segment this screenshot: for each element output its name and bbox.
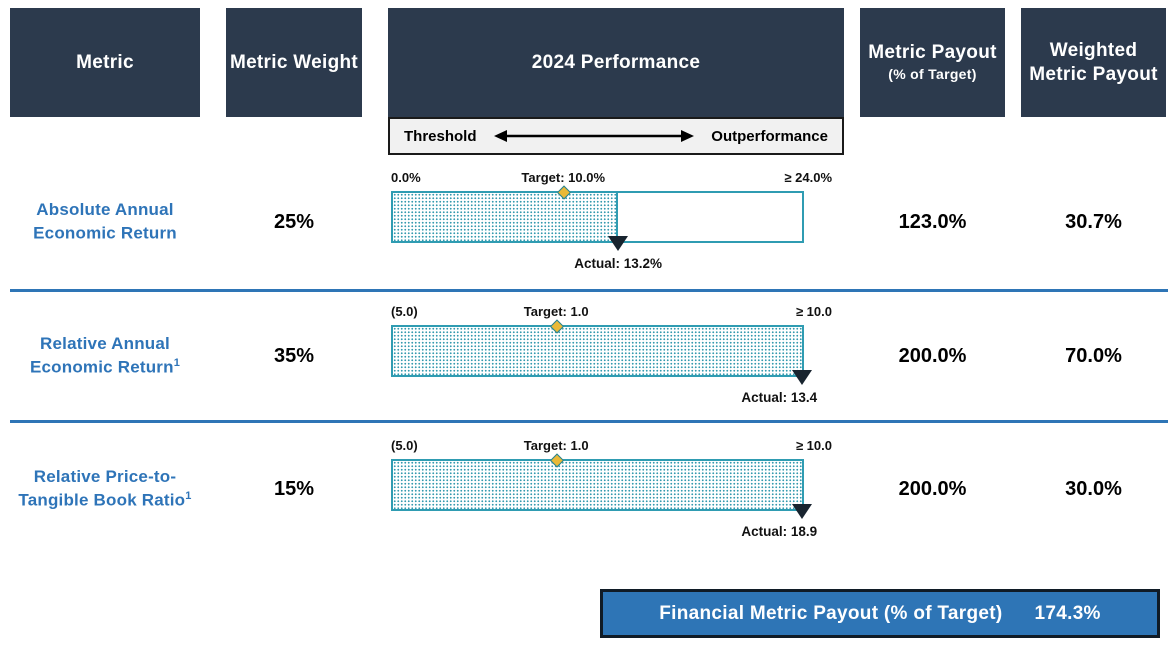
performance-gauge: (5.0) Target: 1.0 ≥ 10.0 Actual: 13.4 [391,304,832,408]
actual-label: Actual: 13.2% [574,256,663,271]
metric-name-text: Absolute Annual Economic Return [33,199,177,243]
gauge-bar [391,452,812,519]
header-performance: 2024 Performance [388,8,844,117]
gauge-fill [393,327,802,375]
header-metric-payout-sublabel: (% of Target) [888,66,977,83]
header-metric-payout: Metric Payout (% of Target) [860,8,1005,117]
metric-payout-value: 200.0% [898,478,967,500]
header-metric: Metric [10,8,200,117]
header-weighted-payout-label: Weighted Metric Payout [1029,39,1158,85]
target-label: Target: 1.0 [523,304,589,319]
metric-payout-value: 200.0% [898,344,967,367]
gauge-min-label: 0.0% [391,170,421,185]
weighted-payout-value: 30.7% [1065,210,1122,233]
gauge-bar [391,319,812,385]
metric-name: Absolute Annual Economic Return [10,199,200,246]
gauge-bar [391,185,804,251]
header-weighted-payout: Weighted Metric Payout [1021,8,1166,117]
metric-row-absolute-annual-economic-return: Absolute Annual Economic Return 25% 0.0%… [10,155,1168,289]
header-metric-payout-label: Metric Payout [868,42,997,64]
actual-label: Actual: 13.4 [741,390,818,405]
metric-weight-value: 35% [273,344,315,367]
target-label: Target: 1.0 [523,437,589,453]
footnote-superscript: 1 [173,356,181,369]
actual-label: Actual: 18.9 [741,523,818,539]
header-performance-group: 2024 Performance Threshold Outperformanc… [388,8,844,155]
threshold-label: Threshold [404,127,477,145]
double-arrow-icon [493,130,694,142]
header-performance-label: 2024 Performance [531,51,701,73]
gauge-bottom-labels: Actual: 18.9 [391,524,817,542]
metric-weight-value: 25% [273,210,315,233]
metric-row-relative-price-to-tangible-book-ratio: Relative Price-to-Tangible Book Ratio1 1… [10,420,1168,556]
performance-gauge: (5.0) Target: 1.0 ≥ 10.0 Actual: 18.9 [391,437,832,542]
gauge-min-label: (5.0) [391,304,418,319]
gauge-fill [393,460,802,509]
metric-name: Relative Annual Economic Return1 [10,333,200,380]
actual-arrow-icon [792,503,812,519]
metric-name-cell: Relative Price-to-Tangible Book Ratio1 [10,466,200,513]
metric-name-cell: Relative Annual Economic Return1 [10,333,200,380]
performance-bar-cell: 0.0% Target: 10.0% ≥ 24.0% Actual: 13.2% [388,170,844,274]
financial-metric-payout-summary: Financial Metric Payout (% of Target) 17… [600,589,1160,638]
footnote-superscript: 1 [185,490,192,503]
gauge-max-label: ≥ 24.0% [784,170,832,185]
threshold-outperformance-strip: Threshold Outperformance [388,117,844,155]
gauge-bottom-labels: Actual: 13.4 [391,390,817,408]
target-label: Target: 10.0% [521,170,606,185]
performance-bar-cell: (5.0) Target: 1.0 ≥ 10.0 Actual: 13.4 [388,304,844,408]
header-metric-weight-label: Metric Weight [229,51,359,73]
header-metric-weight: Metric Weight [226,8,362,117]
gauge-max-label: ≥ 10.0 [795,437,832,453]
table-header: Metric Metric Weight 2024 Performance Th… [10,8,1173,155]
gauge-top-labels: (5.0) Target: 1.0 ≥ 10.0 [391,437,832,455]
metric-name-cell: Absolute Annual Economic Return [10,199,200,246]
metric-row-relative-annual-economic-return: Relative Annual Economic Return1 35% (5.… [10,289,1168,420]
metric-name-text: Relative Annual Economic Return [29,333,174,377]
metric-name-text: Relative Price-to-Tangible Book Ratio [18,467,186,510]
performance-gauge: 0.0% Target: 10.0% ≥ 24.0% Actual: 13.2% [391,170,832,274]
gauge-top-labels: (5.0) Target: 1.0 ≥ 10.0 [391,304,832,321]
summary-value: 174.3% [1034,602,1101,624]
metric-payout-value: 123.0% [898,210,967,233]
metric-weight-value: 15% [273,478,315,500]
gauge-top-labels: 0.0% Target: 10.0% ≥ 24.0% [391,170,832,187]
header-metric-label: Metric [76,51,134,73]
outperformance-label: Outperformance [711,127,828,145]
performance-bar-cell: (5.0) Target: 1.0 ≥ 10.0 Actual: 18.9 [388,438,844,542]
weighted-payout-value: 70.0% [1065,344,1122,367]
gauge-bottom-labels: Actual: 13.2% [391,256,804,274]
gauge-min-label: (5.0) [391,437,418,453]
gauge-max-label: ≥ 10.0 [795,304,832,319]
summary-label: Financial Metric Payout (% of Target) [659,602,1003,624]
gauge-fill [393,193,618,241]
performance-metrics-figure: Metric Metric Weight 2024 Performance Th… [10,8,1173,638]
weighted-payout-value: 30.0% [1065,478,1122,500]
actual-arrow-icon [792,370,812,385]
actual-arrow-icon [607,236,628,251]
metric-name: Relative Price-to-Tangible Book Ratio1 [10,466,200,513]
